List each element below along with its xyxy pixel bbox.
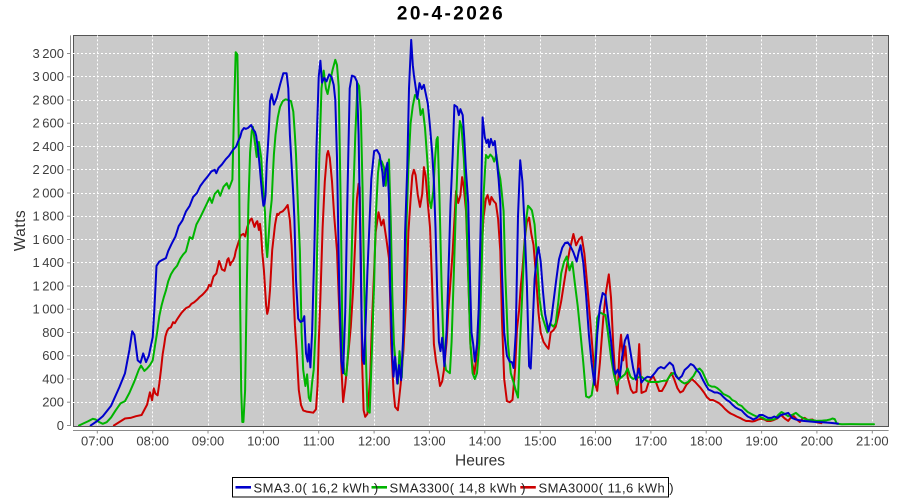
svg-text:2 200: 2 200 <box>32 162 64 177</box>
svg-text:20-4-2026: 20-4-2026 <box>397 4 505 25</box>
svg-text:1 400: 1 400 <box>32 255 64 270</box>
svg-text:200: 200 <box>42 395 64 410</box>
svg-text:19:00: 19:00 <box>745 434 778 449</box>
svg-text:11:00: 11:00 <box>303 434 335 449</box>
svg-text:Watts: Watts <box>12 210 29 252</box>
svg-text:Heures: Heures <box>455 453 505 470</box>
svg-text:20:00: 20:00 <box>801 434 834 449</box>
svg-text:3 200: 3 200 <box>32 46 64 61</box>
svg-text:SMA3.0( 16,2 kWh ): SMA3.0( 16,2 kWh ) <box>254 480 379 495</box>
svg-text:08:00: 08:00 <box>136 434 169 449</box>
svg-text:2 000: 2 000 <box>32 185 64 200</box>
svg-text:17:00: 17:00 <box>635 434 668 449</box>
svg-text:0: 0 <box>57 418 64 433</box>
svg-text:800: 800 <box>42 325 64 340</box>
svg-text:10:00: 10:00 <box>247 434 280 449</box>
svg-text:2 800: 2 800 <box>32 92 64 107</box>
svg-text:1 200: 1 200 <box>32 278 64 293</box>
svg-text:1 800: 1 800 <box>32 209 64 224</box>
svg-text:SMA3300( 14,8 kWh ): SMA3300( 14,8 kWh ) <box>390 480 526 495</box>
svg-text:3 000: 3 000 <box>32 69 64 84</box>
svg-text:13:00: 13:00 <box>413 434 446 449</box>
svg-text:12:00: 12:00 <box>358 434 391 449</box>
svg-text:18:00: 18:00 <box>690 434 723 449</box>
svg-text:16:00: 16:00 <box>579 434 612 449</box>
svg-text:1 000: 1 000 <box>32 302 64 317</box>
svg-text:SMA3000( 11,6 kWh ): SMA3000( 11,6 kWh ) <box>539 480 674 495</box>
svg-text:1 600: 1 600 <box>32 232 64 247</box>
svg-text:2 400: 2 400 <box>32 139 64 154</box>
svg-text:600: 600 <box>42 348 64 363</box>
svg-text:07:00: 07:00 <box>81 434 114 449</box>
svg-text:400: 400 <box>42 371 64 386</box>
svg-text:2 600: 2 600 <box>32 116 64 131</box>
svg-text:21:00: 21:00 <box>856 434 889 449</box>
svg-text:14:00: 14:00 <box>469 434 502 449</box>
svg-text:15:00: 15:00 <box>524 434 557 449</box>
svg-text:09:00: 09:00 <box>192 434 225 449</box>
